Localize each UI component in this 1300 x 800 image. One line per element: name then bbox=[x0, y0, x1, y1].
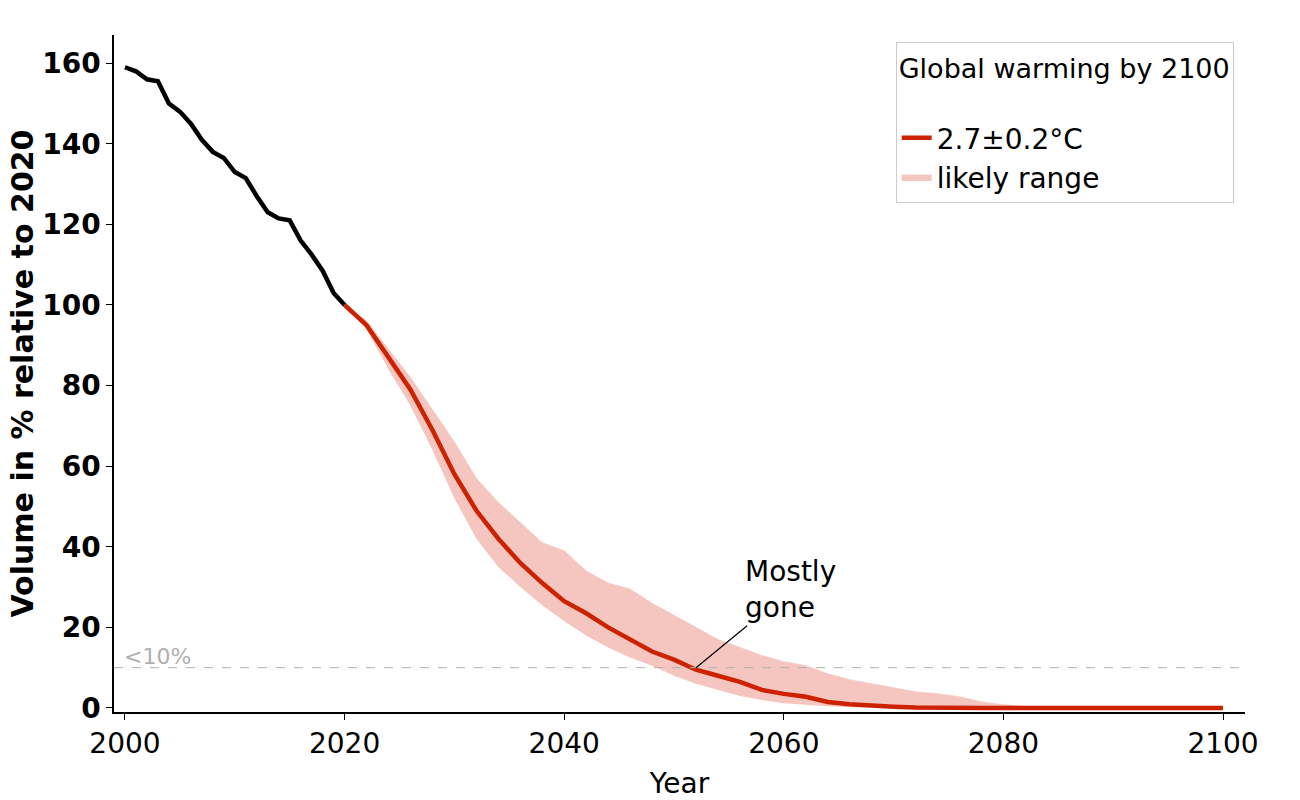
svg-text:60: 60 bbox=[62, 450, 101, 483]
svg-text:20: 20 bbox=[62, 611, 101, 644]
svg-text:80: 80 bbox=[62, 369, 101, 402]
svg-text:2000: 2000 bbox=[89, 727, 160, 760]
svg-text:Mostlygone: Mostlygone bbox=[745, 555, 836, 624]
svg-text:140: 140 bbox=[42, 128, 100, 161]
svg-text:40: 40 bbox=[62, 531, 101, 564]
svg-text:2.7±0.2°C: 2.7±0.2°C bbox=[937, 123, 1083, 156]
svg-text:Volume in % relative to 2020: Volume in % relative to 2020 bbox=[5, 130, 40, 618]
svg-text:Global warming by 2100: Global warming by 2100 bbox=[899, 53, 1230, 119]
svg-text:2040: 2040 bbox=[529, 727, 600, 760]
svg-text:0: 0 bbox=[81, 692, 100, 725]
svg-text:likely range: likely range bbox=[937, 162, 1100, 195]
svg-text:2080: 2080 bbox=[968, 727, 1039, 760]
svg-text:<10%: <10% bbox=[124, 644, 191, 669]
svg-text:120: 120 bbox=[42, 208, 100, 241]
svg-text:100: 100 bbox=[42, 289, 100, 322]
svg-text:2020: 2020 bbox=[309, 727, 380, 760]
svg-text:2100: 2100 bbox=[1187, 727, 1258, 760]
svg-text:160: 160 bbox=[42, 47, 100, 80]
svg-text:Year: Year bbox=[649, 767, 710, 800]
svg-text:2060: 2060 bbox=[748, 727, 819, 760]
